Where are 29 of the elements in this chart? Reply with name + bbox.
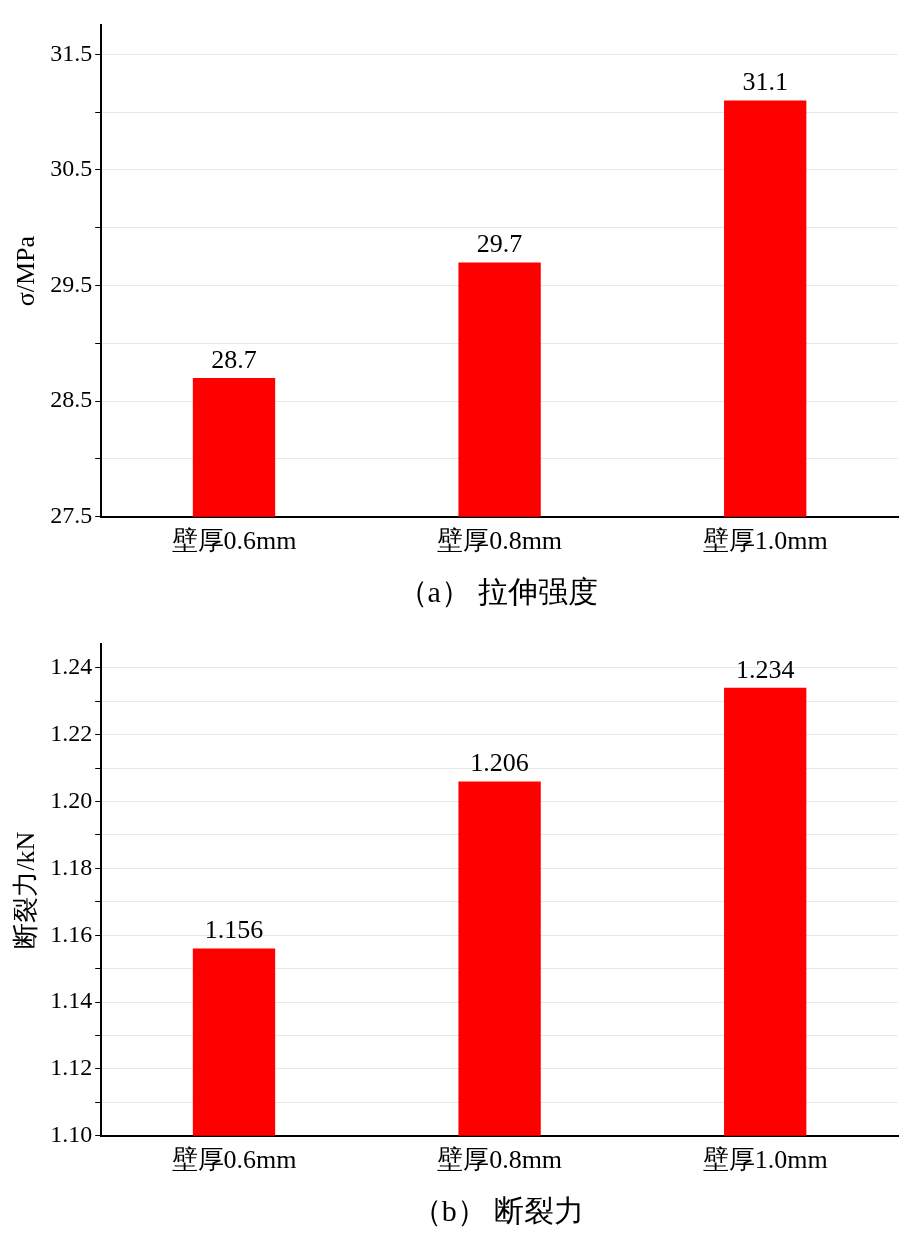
data-label: 1.234 [735, 654, 795, 684]
text: （b） 断裂力 [410, 1193, 586, 1229]
data-label: 28.7 [211, 344, 257, 374]
y-axis-title: σ/MPa [11, 235, 41, 307]
y-tick-label: 1.14 [50, 987, 93, 1014]
data-label: 1.206 [470, 748, 529, 778]
y-tick-label: 1.18 [50, 853, 93, 880]
x-tick-label: 壁厚0.6mm [171, 526, 297, 556]
y-tick-label: 1.16 [50, 920, 93, 947]
y-tick-label: 30.5 [50, 155, 93, 182]
data-label: 1.156 [204, 915, 264, 945]
x-tick-label: 壁厚0.6mm [171, 1145, 297, 1175]
data-label: 29.7 [476, 229, 523, 259]
y-tick-label: 31.5 [50, 39, 93, 66]
y-tick-label: 28.5 [50, 386, 93, 413]
y-tick-label: 1.22 [50, 719, 93, 746]
y-tick-label: 1.12 [50, 1054, 93, 1081]
y-tick-label: 1.10 [50, 1121, 93, 1148]
y-tick-label: 1.20 [50, 786, 93, 813]
y-axis-title: 断裂力/kN [11, 831, 41, 949]
y-tick-label: 29.5 [50, 270, 93, 297]
data-label: 31.1 [742, 67, 788, 97]
x-tick-label: 壁厚0.8mm [437, 1145, 563, 1175]
x-tick-label: 壁厚0.8mm [437, 526, 563, 556]
text: （a） 拉伸强度 [396, 574, 600, 610]
y-tick-label: 1.24 [50, 653, 93, 680]
y-tick-label: 27.5 [50, 502, 93, 529]
x-tick-label: 壁厚1.0mm [702, 526, 828, 556]
x-tick-label: 壁厚1.0mm [702, 1145, 828, 1175]
